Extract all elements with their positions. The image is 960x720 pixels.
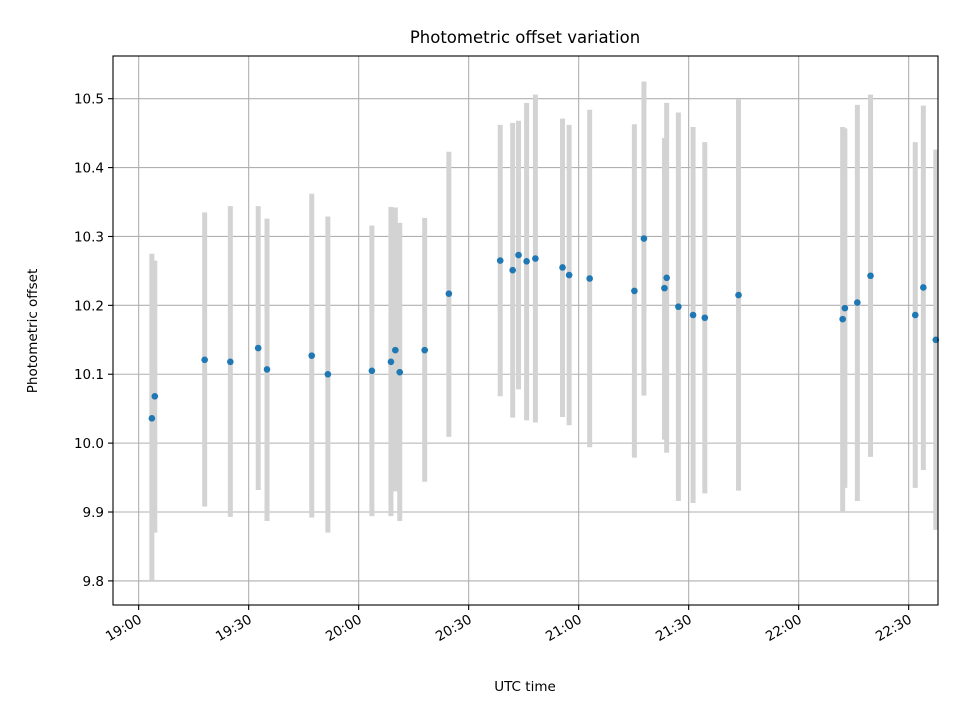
data-point [701,314,709,322]
data-point [920,284,927,291]
data-point [841,304,849,312]
data-point [854,299,861,306]
data-point [559,264,566,271]
data-point [324,370,332,378]
data-point [867,272,874,280]
data-point [263,366,271,373]
data-point [308,352,316,359]
data-point [586,275,593,282]
y-tick-label: 9.9 [83,505,104,521]
data-point [148,415,156,422]
x-tick-label: 21:00 [543,612,585,645]
point-layer [148,235,940,422]
chart-title: Photometric offset variation [410,28,640,47]
tick-layer: 19:00 19:30 20:00 20:30 21:00 21:30 22:00 22:30… [74,92,915,645]
data-point [387,358,395,366]
data-point [932,336,940,344]
data-point [640,235,648,242]
errorbar-layer [149,81,939,581]
x-tick-label: 19:30 [213,612,255,645]
data-point [661,284,668,292]
data-point [735,291,742,299]
data-point [392,346,399,354]
data-point [396,368,404,376]
data-point [839,315,846,323]
data-point [254,344,262,352]
plot-frame [112,55,939,606]
y-tick-label: 10.4 [74,161,104,177]
x-tick-label: 19:00 [103,612,145,645]
x-tick-label: 20:30 [433,612,475,645]
y-tick-label: 10.3 [74,229,104,245]
data-point [631,287,638,295]
data-point [227,358,234,366]
y-tick-label: 10.5 [74,92,104,108]
data-point [496,257,504,264]
data-point [151,392,159,400]
y-tick-label: 10.1 [74,367,104,383]
data-point [675,303,682,311]
data-point [445,290,453,297]
data-point [911,311,919,319]
x-tick-label: 22:00 [763,612,805,645]
data-point [515,251,522,259]
y-tick-label: 9.8 [83,574,104,590]
y-tick-label: 10.0 [74,436,104,452]
data-point [523,257,530,265]
x-tick-label: 22:30 [873,612,915,645]
y-axis-label: Photometric offset [25,269,41,393]
data-point [421,346,428,354]
x-tick-label: 20:00 [323,612,365,645]
data-point [565,271,573,279]
data-point [689,311,697,319]
data-point [201,356,208,364]
data-point [509,266,516,274]
data-point [663,274,670,282]
data-point [368,367,376,375]
data-point [532,255,539,262]
y-tick-label: 10.2 [74,298,104,314]
x-axis-label: UTC time [494,679,556,695]
x-tick-label: 21:30 [653,612,695,645]
